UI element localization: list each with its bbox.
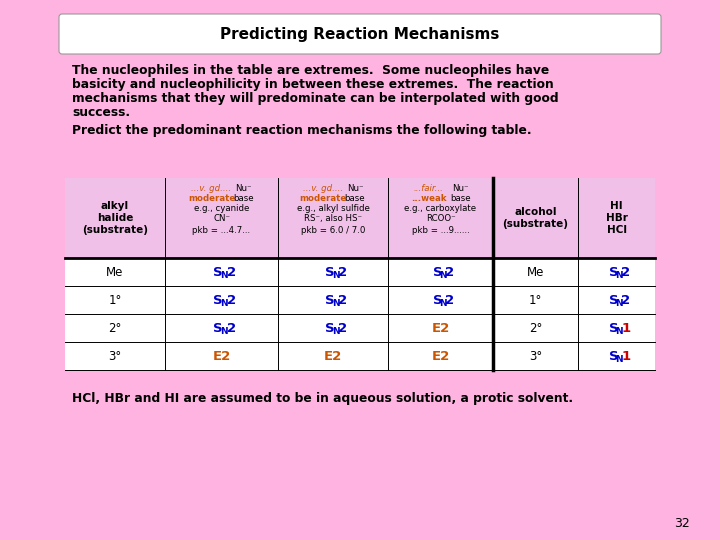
Text: N: N bbox=[616, 327, 623, 336]
Text: Nu⁻: Nu⁻ bbox=[235, 184, 252, 193]
Text: N: N bbox=[332, 300, 340, 308]
Text: HCl, HBr and HI are assumed to be in aqueous solution, a protic solvent.: HCl, HBr and HI are assumed to be in aqu… bbox=[72, 392, 573, 405]
Bar bbox=[165, 178, 278, 258]
Text: 32: 32 bbox=[674, 517, 690, 530]
Text: alcohol
(substrate): alcohol (substrate) bbox=[503, 207, 569, 229]
FancyBboxPatch shape bbox=[59, 14, 661, 54]
Text: RCOO⁻: RCOO⁻ bbox=[426, 214, 455, 223]
Bar bbox=[493, 178, 578, 258]
Text: S: S bbox=[608, 294, 618, 307]
Text: S: S bbox=[433, 294, 442, 307]
Text: 2: 2 bbox=[227, 266, 235, 279]
Text: e.g., carboxylate: e.g., carboxylate bbox=[405, 204, 477, 213]
Text: Predict the predominant reaction mechanisms the following table.: Predict the predominant reaction mechani… bbox=[72, 124, 531, 137]
Text: N: N bbox=[220, 300, 228, 308]
Bar bbox=[278, 178, 388, 258]
Text: N: N bbox=[616, 272, 623, 280]
Text: 1°: 1° bbox=[108, 294, 122, 307]
Text: ...v. gd....: ...v. gd.... bbox=[303, 184, 343, 193]
Bar bbox=[65, 178, 165, 258]
Text: S: S bbox=[325, 294, 335, 307]
Text: 2: 2 bbox=[338, 266, 347, 279]
Text: 2: 2 bbox=[621, 266, 631, 279]
Text: 2: 2 bbox=[338, 321, 347, 334]
Text: pkb = ...4.7...: pkb = ...4.7... bbox=[192, 226, 251, 235]
Text: E2: E2 bbox=[324, 349, 342, 362]
Text: E2: E2 bbox=[431, 349, 449, 362]
Text: basicity and nucleophilicity in between these extremes.  The reaction: basicity and nucleophilicity in between … bbox=[72, 78, 554, 91]
Text: e.g., cyanide: e.g., cyanide bbox=[194, 204, 249, 213]
Text: 1°: 1° bbox=[528, 294, 542, 307]
Text: Nu⁻: Nu⁻ bbox=[452, 184, 469, 193]
Bar bbox=[65, 314, 655, 342]
Text: S: S bbox=[433, 266, 442, 279]
Text: N: N bbox=[332, 327, 340, 336]
Text: 1: 1 bbox=[621, 349, 631, 362]
Text: moderate: moderate bbox=[300, 194, 346, 203]
Text: S: S bbox=[608, 321, 618, 334]
Text: Me: Me bbox=[527, 266, 544, 279]
Text: base: base bbox=[233, 194, 254, 203]
Text: S: S bbox=[325, 266, 335, 279]
Text: base: base bbox=[345, 194, 365, 203]
Text: ...v. gd....: ...v. gd.... bbox=[192, 184, 232, 193]
Text: E2: E2 bbox=[212, 349, 230, 362]
Text: 2: 2 bbox=[227, 294, 235, 307]
Text: S: S bbox=[325, 321, 335, 334]
Text: success.: success. bbox=[72, 106, 130, 119]
Text: moderate: moderate bbox=[188, 194, 235, 203]
Text: base: base bbox=[450, 194, 471, 203]
Text: 3°: 3° bbox=[109, 349, 122, 362]
Text: Predicting Reaction Mechanisms: Predicting Reaction Mechanisms bbox=[220, 26, 500, 42]
Bar bbox=[65, 342, 655, 370]
Text: S: S bbox=[214, 294, 223, 307]
Bar bbox=[65, 258, 655, 286]
Text: Me: Me bbox=[107, 266, 124, 279]
Text: 2: 2 bbox=[338, 294, 347, 307]
Bar bbox=[388, 178, 493, 258]
Text: E2: E2 bbox=[431, 321, 449, 334]
Text: N: N bbox=[332, 272, 340, 280]
Text: The nucleophiles in the table are extremes.  Some nucleophiles have: The nucleophiles in the table are extrem… bbox=[72, 64, 549, 77]
Text: N: N bbox=[616, 300, 623, 308]
Text: pkb = ...9......: pkb = ...9...... bbox=[412, 226, 469, 235]
Text: N: N bbox=[616, 355, 623, 364]
Text: 2°: 2° bbox=[108, 321, 122, 334]
Text: CN⁻: CN⁻ bbox=[213, 214, 230, 223]
Text: 2: 2 bbox=[227, 321, 235, 334]
Text: RS⁻, also HS⁻: RS⁻, also HS⁻ bbox=[304, 214, 362, 223]
Text: S: S bbox=[608, 349, 618, 362]
Text: N: N bbox=[439, 272, 447, 280]
Text: 3°: 3° bbox=[529, 349, 542, 362]
Text: alkyl
halide
(substrate): alkyl halide (substrate) bbox=[82, 201, 148, 234]
Text: 2°: 2° bbox=[528, 321, 542, 334]
Text: N: N bbox=[439, 300, 447, 308]
Bar bbox=[65, 286, 655, 314]
Bar bbox=[578, 178, 655, 258]
Text: 2: 2 bbox=[446, 266, 454, 279]
Text: 2: 2 bbox=[446, 294, 454, 307]
Text: pkb = 6.0 / 7.0: pkb = 6.0 / 7.0 bbox=[301, 226, 365, 235]
Text: 2: 2 bbox=[621, 294, 631, 307]
Text: HI
HBr
HCl: HI HBr HCl bbox=[606, 201, 627, 234]
Text: N: N bbox=[220, 327, 228, 336]
Text: Nu⁻: Nu⁻ bbox=[347, 184, 364, 193]
Text: 1: 1 bbox=[621, 321, 631, 334]
Text: ...weak: ...weak bbox=[410, 194, 446, 203]
Text: ...fair...: ...fair... bbox=[413, 184, 444, 193]
Text: S: S bbox=[214, 321, 223, 334]
Text: e.g., alkyl sulfide: e.g., alkyl sulfide bbox=[297, 204, 369, 213]
Text: mechanisms that they will predominate can be interpolated with good: mechanisms that they will predominate ca… bbox=[72, 92, 559, 105]
Text: S: S bbox=[608, 266, 618, 279]
Text: S: S bbox=[214, 266, 223, 279]
Text: N: N bbox=[220, 272, 228, 280]
